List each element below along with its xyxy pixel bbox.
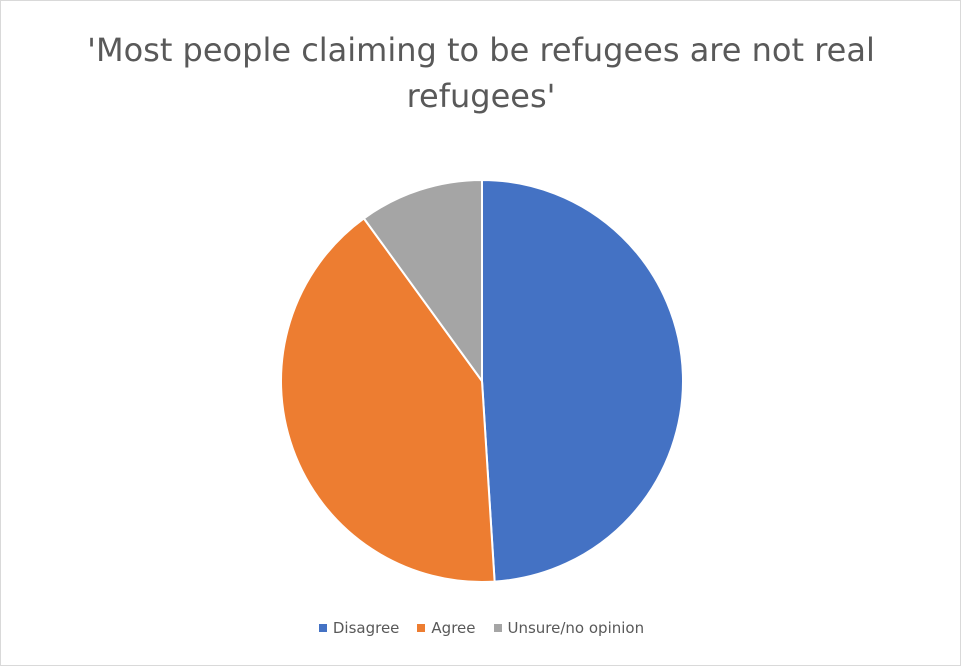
legend-label-agree: Agree: [431, 619, 476, 637]
legend-item-disagree: Disagree: [318, 619, 400, 637]
pie-slice-unsure-no-opinion: [362, 178, 483, 385]
legend-swatch-unsure: [493, 624, 502, 632]
legend-item-agree: Agree: [417, 619, 476, 637]
legend: Disagree Agree Unsure/no opinion: [1, 619, 961, 637]
chart-title: 'Most people claiming to be refugees are…: [87, 31, 875, 115]
legend-swatch-agree: [417, 624, 426, 632]
pie-slice-agree: [280, 216, 496, 583]
pie-slice-disagree: [481, 178, 684, 583]
legend-swatch-disagree: [318, 624, 327, 632]
legend-label-unsure: Unsure/no opinion: [507, 619, 645, 637]
legend-label-disagree: Disagree: [332, 619, 400, 637]
pie-slices: [280, 178, 684, 583]
legend-item-unsure: Unsure/no opinion: [493, 619, 645, 637]
